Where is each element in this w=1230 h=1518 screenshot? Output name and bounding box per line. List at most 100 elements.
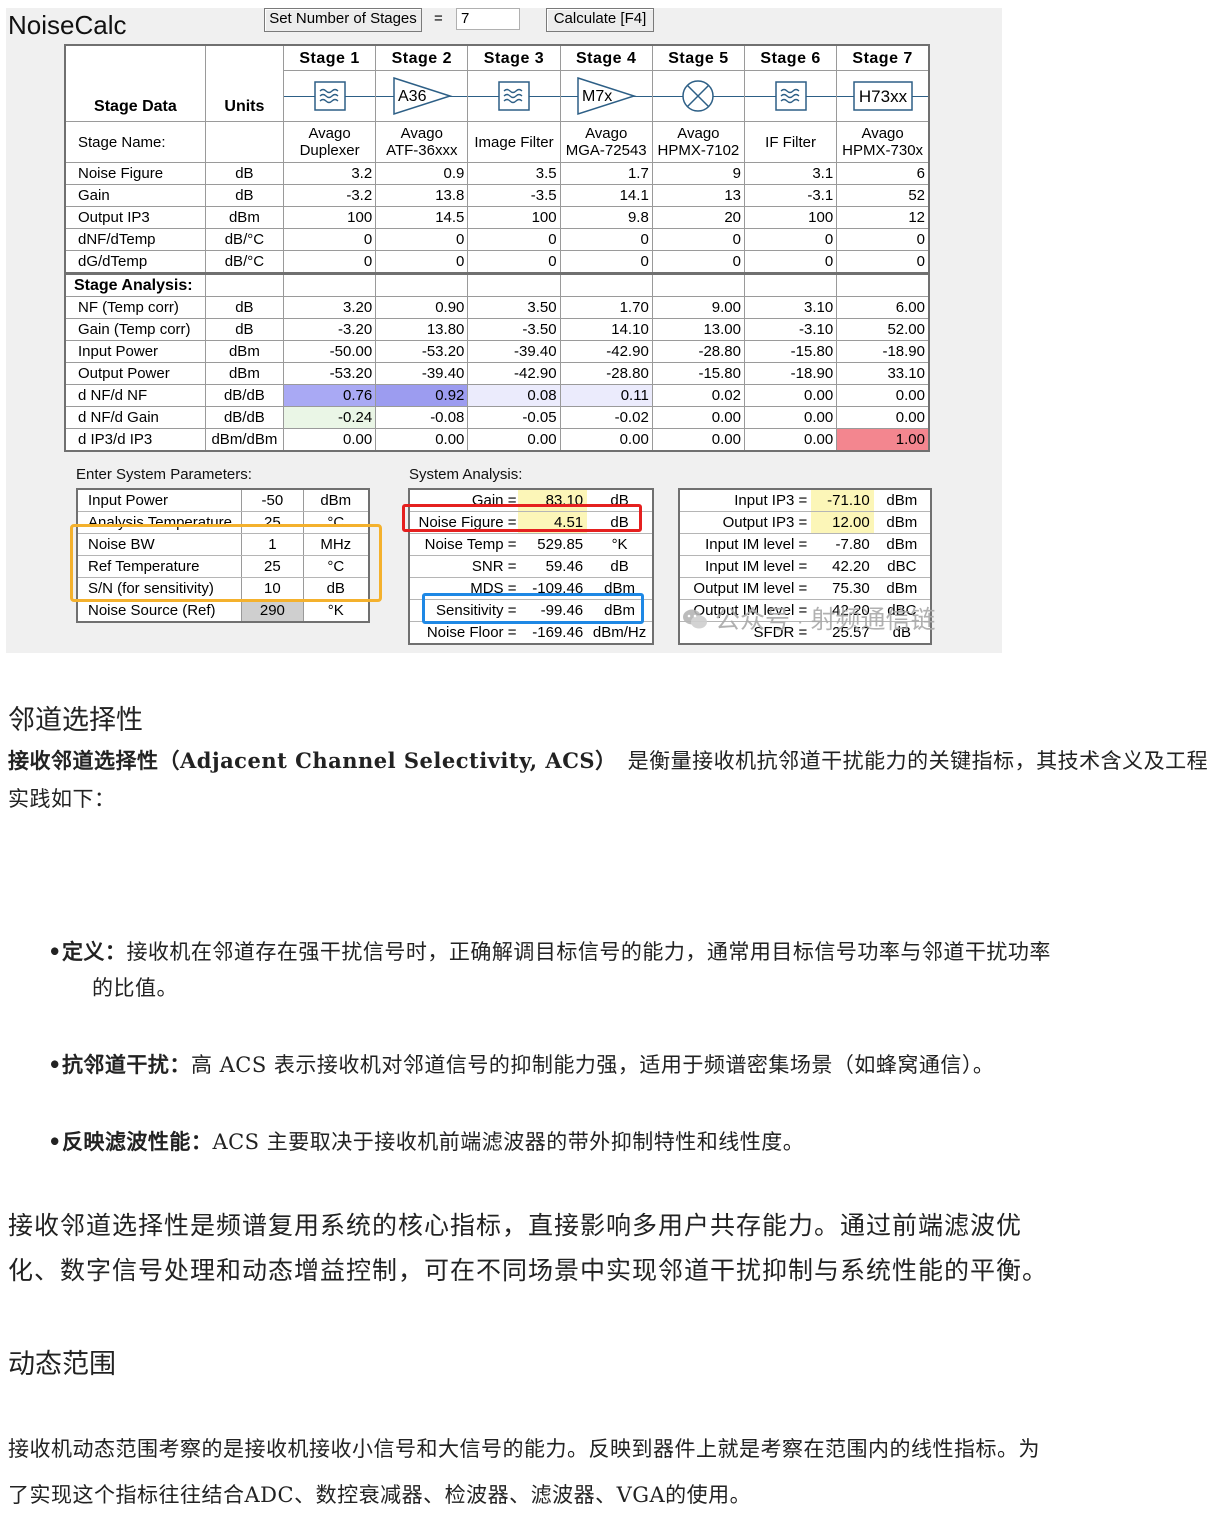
cell-d-ip3-d-ip3-stage-4[interactable]: 0.00: [559, 428, 653, 452]
cell-d-nf-d-nf-stage-1[interactable]: 0.76: [282, 384, 377, 407]
cell-gain-stage-7[interactable]: 52: [836, 184, 930, 207]
cell-gain-stage-6[interactable]: -3.1: [743, 184, 838, 207]
cell-output-ip3-stage-1[interactable]: 100: [282, 206, 377, 229]
cell-dnf-dtemp-stage-7[interactable]: 0: [836, 228, 930, 251]
cell-output-ip3-stage-7[interactable]: 12: [836, 206, 930, 229]
cell-dg-dtemp-stage-1[interactable]: 0: [282, 250, 377, 274]
param-value-snr[interactable]: 59.46: [518, 555, 588, 578]
cell-output-power-stage-2[interactable]: -39.40: [375, 362, 469, 385]
cell-gain-stage-4[interactable]: 14.1: [559, 184, 653, 207]
cell-output-ip3-stage-6[interactable]: 100: [743, 206, 838, 229]
cell-nf-temp-corr-stage-5[interactable]: 9.00: [651, 296, 746, 319]
cell-dg-dtemp-stage-4[interactable]: 0: [559, 250, 653, 274]
cell-output-power-stage-6[interactable]: -18.90: [743, 362, 838, 385]
cell-output-power-stage-7[interactable]: 33.10: [836, 362, 930, 385]
stage-2-symbol[interactable]: A36: [375, 70, 469, 122]
cell-d-nf-d-nf-stage-6[interactable]: 0.00: [743, 384, 838, 407]
cell-output-ip3-stage-5[interactable]: 20: [651, 206, 746, 229]
cell-gain-stage-2[interactable]: 13.8: [375, 184, 469, 207]
cell-d-nf-d-gain-stage-4[interactable]: -0.02: [559, 406, 653, 429]
cell-d-nf-d-gain-stage-5[interactable]: 0.00: [651, 406, 746, 429]
cell-input-power-stage-4[interactable]: -42.90: [559, 340, 653, 363]
cell-input-power-stage-3[interactable]: -39.40: [467, 340, 561, 363]
cell-nf-temp-corr-stage-3[interactable]: 3.50: [467, 296, 561, 319]
cell-d-nf-d-nf-stage-7[interactable]: 0.00: [836, 384, 930, 407]
stage-4-symbol[interactable]: M7x: [559, 70, 653, 122]
cell-output-ip3-stage-3[interactable]: 100: [467, 206, 561, 229]
cell-d-ip3-d-ip3-stage-5[interactable]: 0.00: [651, 428, 746, 452]
stage-4-name[interactable]: Avago MGA-72543: [559, 121, 653, 163]
cell-dg-dtemp-stage-2[interactable]: 0: [375, 250, 469, 274]
param-value-noise-figure[interactable]: 4.51: [518, 511, 588, 534]
cell-input-power-stage-7[interactable]: -18.90: [836, 340, 930, 363]
cell-d-nf-d-gain-stage-6[interactable]: 0.00: [743, 406, 838, 429]
cell-d-nf-d-gain-stage-1[interactable]: -0.24: [282, 406, 377, 429]
cell-d-nf-d-gain-stage-3[interactable]: -0.05: [467, 406, 561, 429]
cell-nf-temp-corr-stage-6[interactable]: 3.10: [743, 296, 838, 319]
cell-gain-temp-corr-stage-3[interactable]: -3.50: [467, 318, 561, 341]
param-value-noise-floor[interactable]: -169.46: [518, 621, 588, 645]
cell-input-power-stage-6[interactable]: -15.80: [743, 340, 838, 363]
stage-3-symbol[interactable]: [467, 70, 561, 122]
cell-dnf-dtemp-stage-4[interactable]: 0: [559, 228, 653, 251]
cell-nf-temp-corr-stage-4[interactable]: 1.70: [559, 296, 653, 319]
cell-gain-temp-corr-stage-6[interactable]: -3.10: [743, 318, 838, 341]
cell-gain-stage-1[interactable]: -3.2: [282, 184, 377, 207]
param-value-output-ip3[interactable]: 12.00: [811, 511, 874, 534]
calculate-button[interactable]: Calculate [F4]: [546, 8, 654, 32]
cell-d-ip3-d-ip3-stage-3[interactable]: 0.00: [467, 428, 561, 452]
cell-gain-temp-corr-stage-1[interactable]: -3.20: [282, 318, 377, 341]
stage-5-name[interactable]: Avago HPMX-7102: [651, 121, 746, 163]
cell-noise-figure-stage-4[interactable]: 1.7: [559, 162, 653, 185]
cell-d-nf-d-nf-stage-3[interactable]: 0.08: [467, 384, 561, 407]
cell-noise-figure-stage-1[interactable]: 3.2: [282, 162, 377, 185]
param-value-ref-temperature[interactable]: 25: [241, 555, 304, 578]
cell-d-ip3-d-ip3-stage-7[interactable]: 1.00: [836, 428, 930, 452]
cell-output-ip3-stage-2[interactable]: 14.5: [375, 206, 469, 229]
cell-d-nf-d-nf-stage-4[interactable]: 0.11: [559, 384, 653, 407]
cell-output-ip3-stage-4[interactable]: 9.8: [559, 206, 653, 229]
param-value-input-im-level[interactable]: -7.80: [811, 533, 874, 556]
cell-gain-stage-5[interactable]: 13: [651, 184, 746, 207]
cell-d-ip3-d-ip3-stage-2[interactable]: 0.00: [375, 428, 469, 452]
cell-dnf-dtemp-stage-5[interactable]: 0: [651, 228, 746, 251]
cell-gain-stage-3[interactable]: -3.5: [467, 184, 561, 207]
cell-d-nf-d-gain-stage-2[interactable]: -0.08: [375, 406, 469, 429]
cell-output-power-stage-5[interactable]: -15.80: [651, 362, 746, 385]
stage-6-symbol[interactable]: [743, 70, 838, 122]
cell-gain-temp-corr-stage-7[interactable]: 52.00: [836, 318, 930, 341]
stage-3-name[interactable]: Image Filter: [467, 121, 561, 163]
cell-dnf-dtemp-stage-6[interactable]: 0: [743, 228, 838, 251]
cell-input-power-stage-2[interactable]: -53.20: [375, 340, 469, 363]
cell-d-ip3-d-ip3-stage-1[interactable]: 0.00: [282, 428, 377, 452]
param-value-output-im-level[interactable]: 42.20: [811, 599, 874, 622]
cell-d-ip3-d-ip3-stage-6[interactable]: 0.00: [743, 428, 838, 452]
cell-d-nf-d-nf-stage-2[interactable]: 0.92: [375, 384, 469, 407]
stage-7-name[interactable]: Avago HPMX-730x: [836, 121, 930, 163]
cell-nf-temp-corr-stage-2[interactable]: 0.90: [375, 296, 469, 319]
set-number-of-stages-button[interactable]: Set Number of Stages: [264, 8, 422, 32]
stages-count-input[interactable]: 7: [456, 8, 520, 30]
cell-nf-temp-corr-stage-1[interactable]: 3.20: [282, 296, 377, 319]
param-value-noise-source-ref[interactable]: 290: [241, 599, 304, 623]
param-value-noise-temp[interactable]: 529.85: [518, 533, 588, 556]
param-value-noise-bw[interactable]: 1: [241, 533, 304, 556]
param-value-sfdr[interactable]: 25.57: [811, 621, 874, 645]
stage-7-symbol[interactable]: H73xx: [836, 70, 930, 122]
stage-2-name[interactable]: Avago ATF-36xxx: [375, 121, 469, 163]
cell-dg-dtemp-stage-3[interactable]: 0: [467, 250, 561, 274]
cell-noise-figure-stage-3[interactable]: 3.5: [467, 162, 561, 185]
cell-dnf-dtemp-stage-2[interactable]: 0: [375, 228, 469, 251]
cell-dg-dtemp-stage-5[interactable]: 0: [651, 250, 746, 274]
cell-gain-temp-corr-stage-2[interactable]: 13.80: [375, 318, 469, 341]
cell-d-nf-d-nf-stage-5[interactable]: 0.02: [651, 384, 746, 407]
cell-noise-figure-stage-7[interactable]: 6: [836, 162, 930, 185]
cell-noise-figure-stage-2[interactable]: 0.9: [375, 162, 469, 185]
cell-noise-figure-stage-6[interactable]: 3.1: [743, 162, 838, 185]
param-value-output-im-level[interactable]: 75.30: [811, 577, 874, 600]
cell-output-power-stage-3[interactable]: -42.90: [467, 362, 561, 385]
cell-gain-temp-corr-stage-4[interactable]: 14.10: [559, 318, 653, 341]
cell-output-power-stage-4[interactable]: -28.80: [559, 362, 653, 385]
cell-dnf-dtemp-stage-1[interactable]: 0: [282, 228, 377, 251]
cell-noise-figure-stage-5[interactable]: 9: [651, 162, 746, 185]
